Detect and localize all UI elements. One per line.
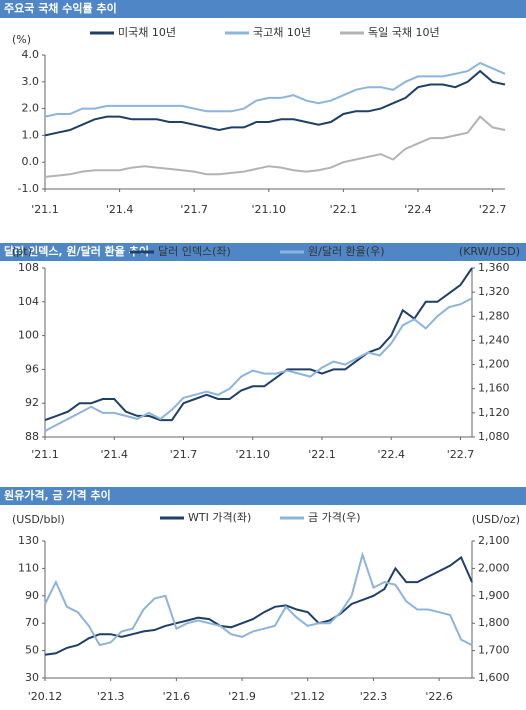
x-tick-label: '21.4 <box>100 448 128 461</box>
y2-axis-label: (KRW/USD) <box>459 245 520 258</box>
section-title: 원유가격, 금 가격 추이 <box>4 488 111 502</box>
x-tick-label: '21.1 <box>31 203 59 216</box>
y-tick-label: 30 <box>25 671 39 684</box>
y-tick-label: 100 <box>18 329 39 342</box>
series-line <box>44 61 506 118</box>
y2-tick-label: 1,280 <box>478 309 510 322</box>
y-tick-label: 108 <box>18 261 39 274</box>
x-tick-label: '21.3 <box>97 690 125 703</box>
y2-tick-label: 1,240 <box>478 333 510 346</box>
y2-tick-label: 1,200 <box>478 358 510 371</box>
y2-tick-label: 1,360 <box>478 261 510 274</box>
series-line <box>44 69 506 137</box>
x-tick-label: '21.10 <box>235 448 270 461</box>
x-tick-label: '21.12 <box>291 690 326 703</box>
y2-tick-label: 2,000 <box>478 561 510 574</box>
legend-label: 미국채 10년 <box>118 26 176 39</box>
x-tick-label: '20.12 <box>28 690 63 703</box>
y-tick-label: 50 <box>25 644 39 657</box>
x-tick-label: '22.7 <box>447 448 475 461</box>
series-line <box>44 115 506 178</box>
y2-tick-label: 1,080 <box>478 430 510 443</box>
y2-tick-label: 1,160 <box>478 382 510 395</box>
y-tick-label: 104 <box>18 295 39 308</box>
y-tick-label: 2.0 <box>22 102 40 115</box>
y-tick-label: 1.0 <box>22 128 40 141</box>
x-tick-label: '21.4 <box>106 203 134 216</box>
y2-tick-label: 2,100 <box>478 534 510 547</box>
y-tick-label: 4.0 <box>22 48 40 61</box>
y2-tick-label: 1,700 <box>478 644 510 657</box>
series-line <box>44 551 473 647</box>
x-tick-label: '21.1 <box>31 448 59 461</box>
x-tick-label: '22.1 <box>308 448 336 461</box>
x-tick-label: '21.7 <box>180 203 208 216</box>
section-header <box>0 487 526 505</box>
x-tick-label: '22.1 <box>330 203 358 216</box>
section-title: 달러 인덱스, 원/달러 환율 추이 <box>4 244 149 258</box>
y2-tick-label: 1,320 <box>478 285 510 298</box>
x-tick-label: '22.6 <box>425 690 453 703</box>
y2-tick-label: 1,900 <box>478 589 510 602</box>
y2-tick-label: 1,600 <box>478 671 510 684</box>
x-tick-label: '22.3 <box>360 690 388 703</box>
y-tick-label: -1.0 <box>18 182 39 195</box>
series-line <box>44 297 473 432</box>
legend-label: 원/달러 환율(우) <box>308 245 385 258</box>
x-tick-label: '21.9 <box>228 690 256 703</box>
legend-label: 달러 인덱스(좌) <box>158 245 231 258</box>
x-tick-label: '22.7 <box>479 203 507 216</box>
y-tick-label: 88 <box>25 430 39 443</box>
legend-label: 국고채 10년 <box>253 26 311 39</box>
y2-tick-label: 1,800 <box>478 616 510 629</box>
y-axis-label: (pt) <box>12 245 32 258</box>
y2-tick-label: 1,120 <box>478 406 510 419</box>
y-tick-label: 110 <box>18 561 39 574</box>
x-tick-label: '22.4 <box>377 448 405 461</box>
section-header <box>0 0 526 18</box>
x-tick-label: '21.10 <box>252 203 287 216</box>
legend-label: 독일 국채 10년 <box>368 25 440 39</box>
y-axis-label: (%) <box>12 33 31 46</box>
series-line <box>44 555 473 656</box>
y-tick-label: 70 <box>25 616 39 629</box>
legend-label: WTI 가격(좌) <box>188 511 251 524</box>
section-title: 주요국 국채 수익률 추이 <box>4 1 117 15</box>
y-tick-label: 3.0 <box>22 75 40 88</box>
y-tick-label: 130 <box>18 534 39 547</box>
y2-axis-label: (USD/oz) <box>472 513 520 526</box>
y-axis-label: (USD/bbl) <box>12 513 65 526</box>
y-tick-label: 92 <box>25 396 39 409</box>
x-tick-label: '21.7 <box>170 448 198 461</box>
legend-label: 금 가격(우) <box>308 511 361 524</box>
series-line <box>44 267 473 422</box>
x-tick-label: '21.6 <box>163 690 191 703</box>
x-tick-label: '22.4 <box>404 203 432 216</box>
y-tick-label: 96 <box>25 362 39 375</box>
section-header <box>0 243 526 261</box>
y-tick-label: 90 <box>25 589 39 602</box>
y-tick-label: 0.0 <box>22 155 40 168</box>
